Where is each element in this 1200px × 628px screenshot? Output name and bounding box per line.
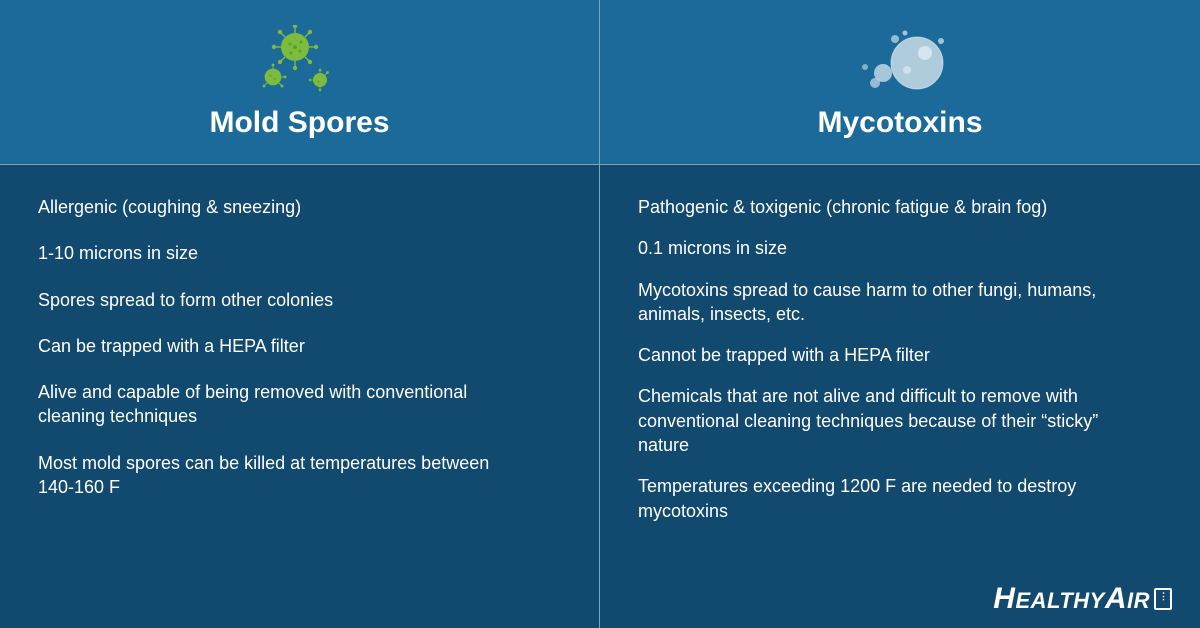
list-item: 0.1 microns in size: [638, 236, 1118, 260]
list-item: Chemicals that are not alive and difficu…: [638, 384, 1118, 457]
logo-text: A: [1105, 582, 1127, 616]
right-header: Mycotoxins: [600, 0, 1200, 165]
left-header: Mold Spores: [0, 0, 599, 165]
list-item: Most mold spores can be killed at temper…: [38, 451, 518, 500]
healthyair-logo: HEALTHYAIR: [993, 582, 1172, 616]
logo-text: EALTHY: [1015, 588, 1104, 614]
left-title: Mold Spores: [209, 106, 389, 140]
logo-text: H: [993, 582, 1015, 616]
list-item: Pathogenic & toxigenic (chronic fatigue …: [638, 195, 1118, 219]
logo-device-icon: [1154, 588, 1172, 610]
mycotoxins-icon: [845, 25, 955, 100]
right-items: Pathogenic & toxigenic (chronic fatigue …: [638, 195, 1162, 523]
left-column: Mold Spores Allergenic (coughing & sneez…: [0, 0, 600, 628]
right-title: Mycotoxins: [817, 106, 982, 140]
left-items: Allergenic (coughing & sneezing) 1-10 mic…: [38, 195, 561, 499]
mold-spores-icon: [255, 25, 345, 100]
right-column: Mycotoxins Pathogenic & toxigenic (chron…: [600, 0, 1200, 628]
list-item: Can be trapped with a HEPA filter: [38, 334, 518, 358]
list-item: Temperatures exceeding 1200 F are needed…: [638, 474, 1118, 523]
right-body: Pathogenic & toxigenic (chronic fatigue …: [600, 165, 1200, 628]
comparison-container: Mold Spores Allergenic (coughing & sneez…: [0, 0, 1200, 628]
list-item: Alive and capable of being removed with …: [38, 380, 518, 429]
logo-text: IR: [1127, 588, 1150, 614]
list-item: 1-10 microns in size: [38, 241, 518, 265]
left-body: Allergenic (coughing & sneezing) 1-10 mic…: [0, 165, 599, 628]
list-item: Allergenic (coughing & sneezing): [38, 195, 518, 219]
list-item: Spores spread to form other colonies: [38, 288, 518, 312]
list-item: Cannot be trapped with a HEPA filter: [638, 343, 1118, 367]
list-item: Mycotoxins spread to cause harm to other…: [638, 278, 1118, 327]
